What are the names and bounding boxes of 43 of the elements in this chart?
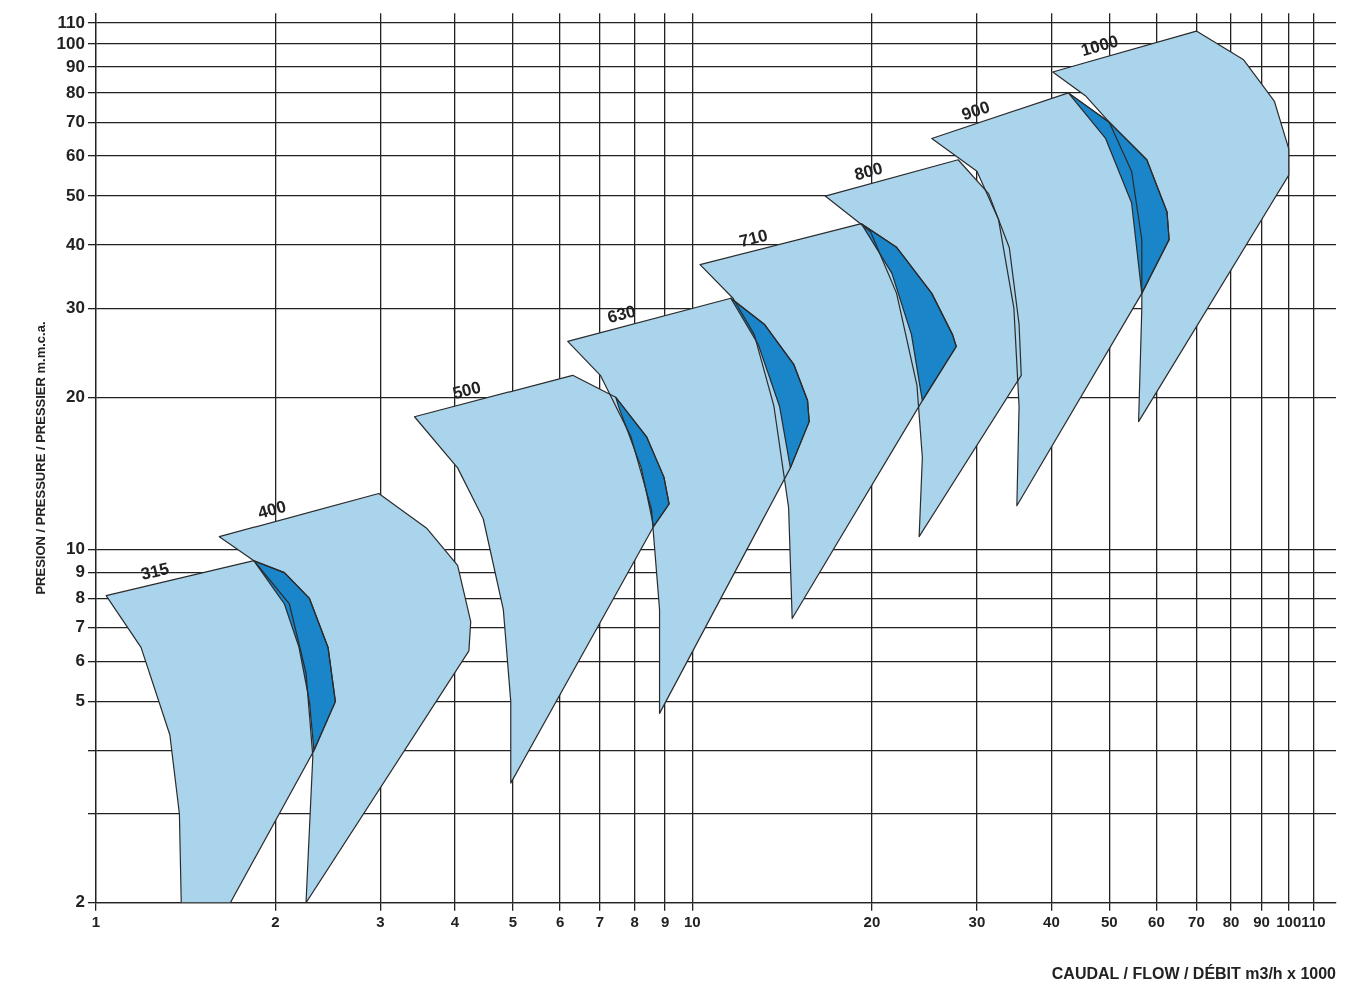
x-tick-label: 8 xyxy=(630,912,639,930)
x-tick-label: 40 xyxy=(1043,912,1060,930)
x-tick-label: 90 xyxy=(1253,912,1270,930)
x-tick-label: 7 xyxy=(595,912,605,930)
y-tick-label: 9 xyxy=(75,562,85,582)
x-tick-label: 9 xyxy=(660,912,670,930)
x-tick-label: 60 xyxy=(1148,912,1165,930)
x-tick-label: 4 xyxy=(450,912,460,930)
x-tick-label: 1 xyxy=(91,912,101,930)
x-tick-label: 5 xyxy=(508,912,518,930)
x-tick-label: 20 xyxy=(863,912,881,930)
y-tick-label: 30 xyxy=(66,297,85,317)
y-tick-label: 5 xyxy=(75,691,85,711)
x-tick-label: 70 xyxy=(1188,912,1205,930)
x-tick-label: 6 xyxy=(555,912,565,930)
y-tick-label: 90 xyxy=(66,56,85,76)
x-tick-label: 30 xyxy=(968,912,986,930)
y-axis-title: PRESION / PRESSURE / PRESSIER m.m.c.a. xyxy=(33,321,49,595)
y-tick-label: 20 xyxy=(66,386,85,406)
y-tick-label: 110 xyxy=(57,12,85,32)
text: 400 xyxy=(255,496,289,523)
x-tick-label: 50 xyxy=(1100,912,1118,930)
y-tick-label: 2 xyxy=(75,892,85,912)
x-tick-label: 100 xyxy=(1276,912,1302,930)
y-tick-label: 10 xyxy=(66,539,85,559)
x-axis-title: CAUDAL / FLOW / DÉBIT m3/h x 1000 xyxy=(1051,963,1337,982)
x-tick-label: 3 xyxy=(376,912,385,930)
y-tick-label: 80 xyxy=(66,82,85,102)
y-tick-label: 50 xyxy=(66,185,85,205)
text: 900 xyxy=(959,97,993,125)
y-tick-label: 60 xyxy=(66,145,85,165)
x-tick-label: 110 xyxy=(1301,912,1326,930)
x-tick-label: 2 xyxy=(271,912,280,930)
text: 710 xyxy=(737,225,770,251)
x-tick-label: 10 xyxy=(684,912,701,930)
y-tick-label: 100 xyxy=(56,33,85,53)
y-tick-label: 8 xyxy=(75,588,85,608)
text: 800 xyxy=(852,158,885,185)
y-tick-label: 40 xyxy=(66,234,85,254)
y-tick-label: 7 xyxy=(75,617,85,637)
y-tick-label: 6 xyxy=(75,651,85,671)
y-tick-label: 70 xyxy=(66,111,85,131)
x-tick-label: 80 xyxy=(1222,912,1240,930)
